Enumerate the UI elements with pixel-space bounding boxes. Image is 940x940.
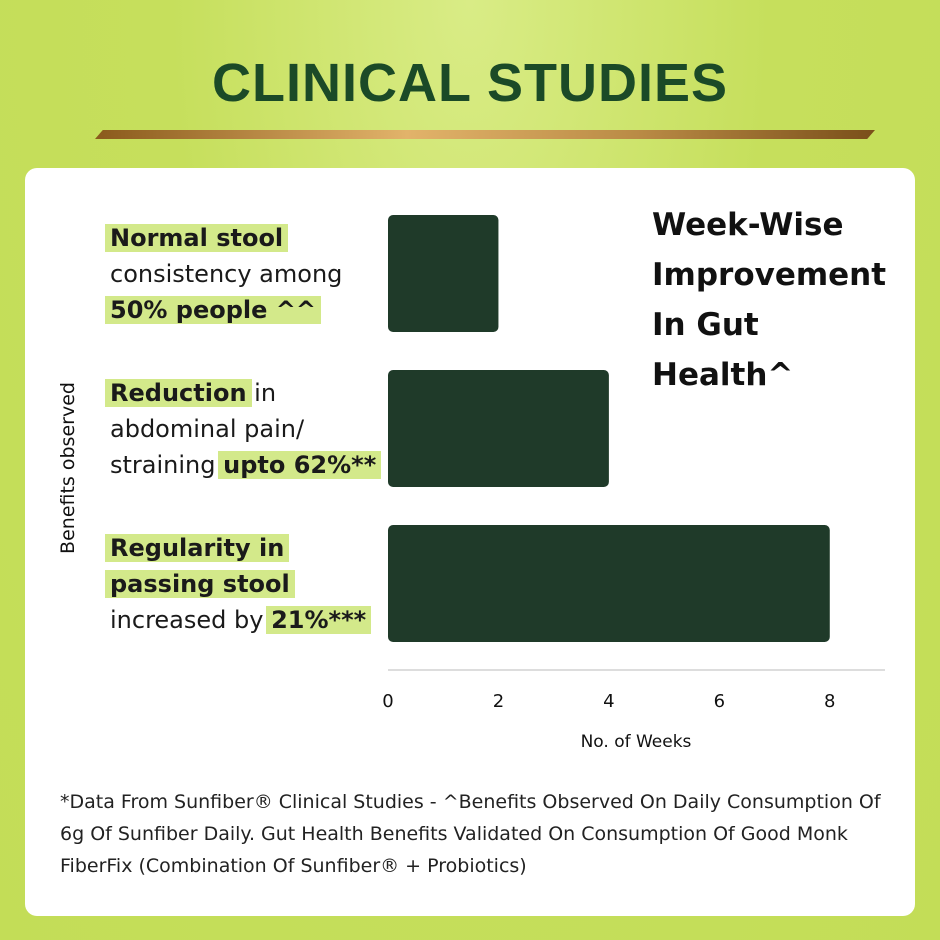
highlighted-text: 50% people ^^ — [105, 296, 322, 324]
page-title: CLINICAL STUDIES — [211, 53, 729, 113]
category-label: Reduction in abdominal pain/ straining u… — [105, 375, 382, 483]
highlighted-text: 21%*** — [266, 606, 372, 634]
bar — [388, 215, 499, 332]
x-tick-label: 8 — [824, 691, 835, 712]
footnote: *Data From Sunfiber® Clinical Studies - … — [60, 791, 881, 877]
bar — [388, 525, 830, 642]
x-axis-label: No. of Weeks — [580, 732, 692, 752]
label-text: consistency among — [110, 260, 343, 288]
x-tick-label: 2 — [493, 691, 504, 712]
x-tick-label: 4 — [603, 691, 614, 712]
chart-title: Week-Wise Improvement In Gut Health^ — [652, 207, 887, 393]
highlighted-text: Normal stool — [105, 224, 289, 252]
bar — [388, 370, 609, 487]
highlighted-text: Reduction — [105, 379, 252, 407]
divider — [95, 130, 875, 139]
x-tick-label: 0 — [382, 691, 393, 712]
label-text: increased by — [110, 606, 272, 634]
x-tick-label: 6 — [714, 691, 725, 712]
y-axis-label: Benefits observed — [57, 382, 79, 554]
category-label: Regularity in passing stool increased by… — [105, 530, 382, 638]
highlighted-text: upto 62%** — [218, 451, 382, 479]
label-text: in abdominal pain/ straining — [110, 379, 305, 479]
category-label: Normal stool consistency among 50% peopl… — [105, 220, 382, 328]
highlighted-text: Regularity in passing stool — [105, 534, 295, 598]
